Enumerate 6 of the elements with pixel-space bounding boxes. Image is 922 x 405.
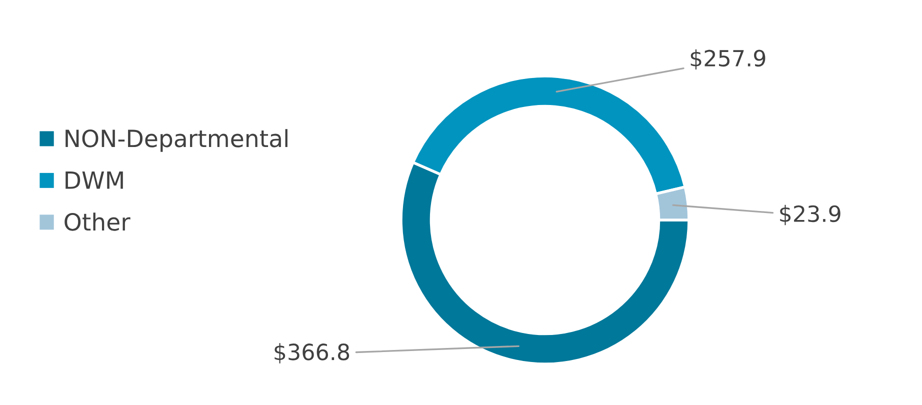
data-label: $257.9 (690, 49, 766, 70)
data-label: $23.9 (780, 204, 840, 226)
legend-label: Other (64, 212, 130, 231)
legend-label: DWM (66, 172, 123, 189)
data-label: $366.8 (274, 343, 350, 364)
legend-label: NON-Departmental (66, 129, 288, 152)
